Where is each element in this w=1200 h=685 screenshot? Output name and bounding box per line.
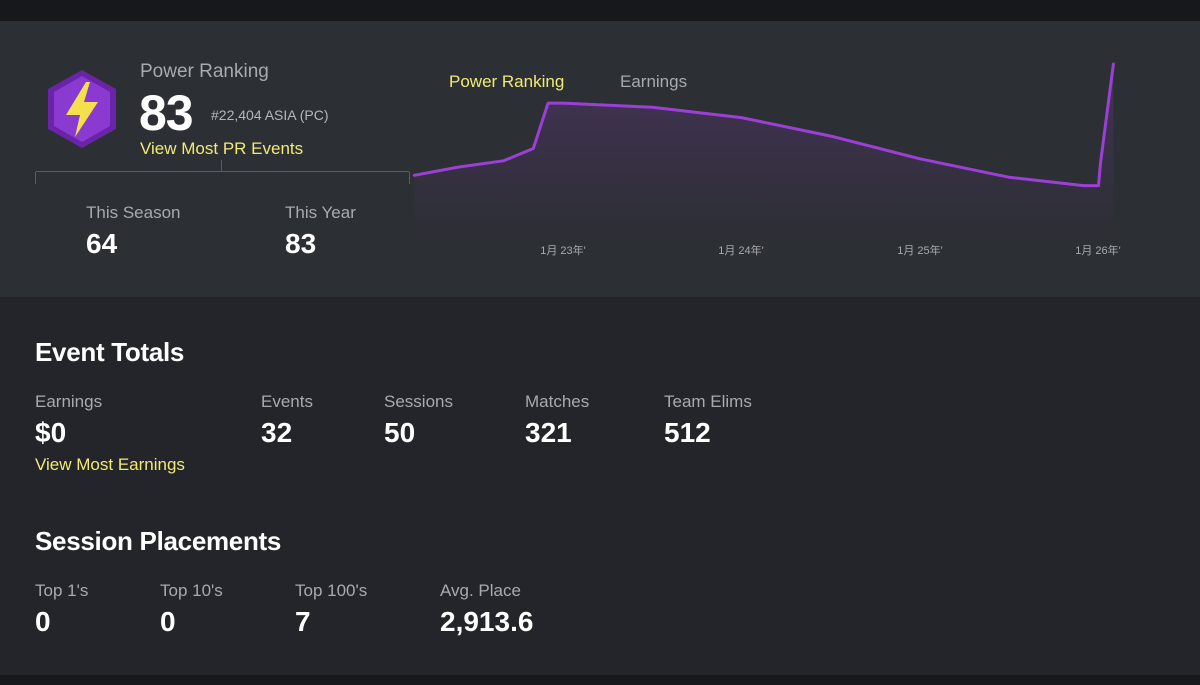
events-label: Events	[261, 392, 313, 411]
power-ranking-label: Power Ranking	[140, 61, 269, 82]
top-bar	[0, 0, 1200, 21]
team-elims-label: Team Elims	[664, 392, 752, 411]
sessions-label: Sessions	[384, 392, 453, 411]
bottom-bar	[0, 675, 1200, 685]
top-1-label: Top 1's	[35, 581, 89, 600]
this-year-label: This Year	[285, 203, 356, 222]
earnings-label: Earnings	[35, 392, 103, 411]
view-most-pr-events-link[interactable]: View Most PR Events	[140, 139, 304, 158]
earnings-value: $0	[35, 417, 67, 448]
top-1-value: 0	[35, 606, 51, 637]
team-elims-value: 512	[664, 417, 711, 448]
x-tick-label: 1月 23年'	[540, 243, 586, 257]
event-totals-title: Event Totals	[35, 337, 185, 367]
divider-tick-right	[409, 172, 410, 184]
chart-area-fill	[414, 64, 1114, 235]
x-tick-label: 1月 25年'	[897, 243, 943, 257]
x-tick-label: 1月 26年'	[1075, 243, 1121, 257]
tab-power-ranking[interactable]: Power Ranking	[449, 72, 565, 91]
divider-tick-middle	[221, 160, 222, 172]
this-season-value: 64	[86, 228, 118, 259]
view-most-earnings-link[interactable]: View Most Earnings	[35, 455, 185, 474]
divider-tick-left	[35, 172, 36, 184]
lightning-bolt-icon	[48, 70, 116, 148]
regional-rank: #22,404 ASIA (PC)	[211, 107, 329, 123]
top-100-label: Top 100's	[295, 581, 368, 600]
sessions-value: 50	[384, 417, 416, 448]
tab-earnings[interactable]: Earnings	[620, 72, 688, 91]
this-year-value: 83	[285, 228, 317, 259]
matches-value: 321	[525, 417, 572, 448]
chart-series-line	[412, 62, 1115, 188]
avg-place-label: Avg. Place	[440, 581, 521, 600]
this-season-label: This Season	[86, 203, 181, 222]
events-value: 32	[261, 417, 293, 448]
avg-place-value: 2,913.6	[440, 606, 534, 637]
power-ranking-value: 83	[139, 85, 194, 141]
matches-label: Matches	[525, 392, 590, 411]
divider	[35, 160, 410, 184]
top-10-label: Top 10's	[160, 581, 223, 600]
session-placements-title: Session Placements	[35, 526, 282, 556]
top-100-value: 7	[295, 606, 311, 637]
power-ranking-chart: 1月 23年' 1月 24年' 1月 25年' 1月 26年'	[412, 62, 1121, 257]
x-tick-label: 1月 24年'	[718, 243, 764, 257]
top-10-value: 0	[160, 606, 176, 637]
